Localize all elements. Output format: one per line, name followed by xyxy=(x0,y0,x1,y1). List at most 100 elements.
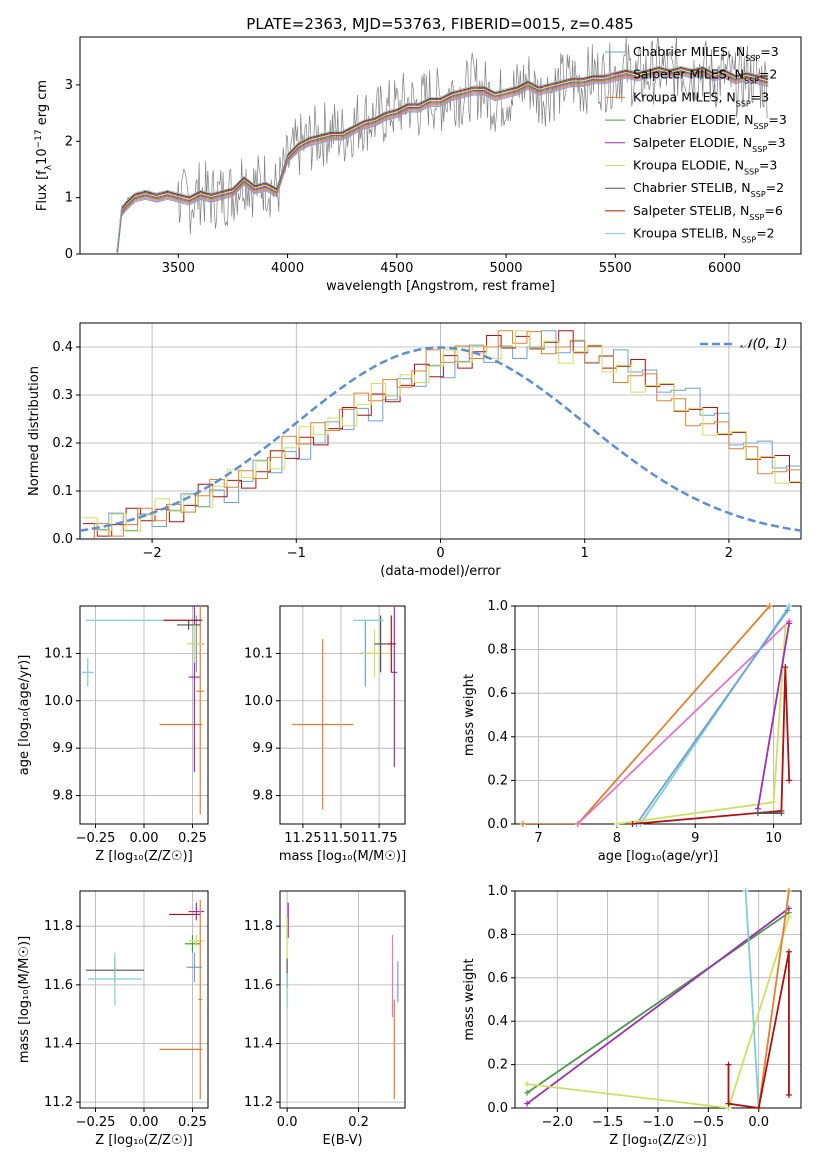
x-tick-label: 11.50 xyxy=(322,831,359,846)
y-tick-label: 10.0 xyxy=(244,694,273,709)
mass-weight-line xyxy=(526,907,790,1105)
plus-marker xyxy=(786,603,793,609)
ylabel-part: Flux [f xyxy=(35,170,50,211)
massweight_vs_Z-axes: −2.0 −1.5 −1.0 −0.5 0.0 0.0 0.2 0.4 0.6 0.8 1.0 Z [… xyxy=(462,884,802,1148)
ylabel-part: λ xyxy=(44,164,54,170)
y-tick-label: 9.8 xyxy=(52,789,73,804)
massweight_vs_Z-ylabel: mass weight xyxy=(462,958,477,1040)
model-spectrum-line xyxy=(116,68,769,252)
y-tick-label: 10.0 xyxy=(44,694,73,709)
legend-count: =3 xyxy=(760,44,778,59)
residuals-xlabel: (data-model)/error xyxy=(380,564,501,579)
legend-count: =2 xyxy=(766,180,784,195)
age_vs_Z-xlabel: Z [log₁₀(Z/Z☉)] xyxy=(95,849,192,864)
mass_vs_EBV-frame xyxy=(279,890,406,1109)
ylabel-part: 10 xyxy=(35,148,50,165)
mass-weight-line xyxy=(744,891,760,1108)
x-tick-label: 0.25 xyxy=(178,831,207,846)
y-tick-label: 0.0 xyxy=(52,532,73,547)
legend-entry: Salpeter MILES, NSSP=2 xyxy=(633,67,777,86)
y-tick-label: 0.0 xyxy=(487,1101,508,1116)
error-bar-point xyxy=(188,934,205,947)
ylabel-part: erg cm xyxy=(35,80,50,129)
error-bar-point xyxy=(188,902,205,921)
mass-weight-line xyxy=(632,666,791,824)
plus-marker xyxy=(770,799,777,806)
plus-marker xyxy=(786,777,793,784)
y-tick-label: 10.1 xyxy=(244,646,273,661)
error-bar-point xyxy=(198,899,203,1100)
model-spectrum-line xyxy=(116,65,769,250)
y-tick-label: 0.6 xyxy=(487,971,508,986)
legend-name: Chabrier ELODIE, N xyxy=(633,112,753,127)
y-tick-label: 9.9 xyxy=(252,741,273,756)
plus-marker xyxy=(778,810,785,817)
model-spectrum-line xyxy=(117,73,769,254)
massweight_vs_Z-xlabel: Z [log₁₀(Z/Z☉)] xyxy=(609,1133,706,1148)
plus-marker xyxy=(574,821,581,827)
y-tick-label: 0.8 xyxy=(487,927,508,942)
massweight_vs_age-frame xyxy=(514,605,802,825)
massweight_vs_age-axes: 7 8 9 10 0.0 0.2 0.4 0.6 0.8 1.0 age [log₁₀(age/yr… xyxy=(462,599,802,864)
x-tick-label: −0.25 xyxy=(76,1115,116,1130)
mass-weight-line xyxy=(757,891,790,1108)
y-tick-label: 0.2 xyxy=(487,773,508,788)
x-tick-label: −0.5 xyxy=(693,1115,725,1130)
legend-count: =3 xyxy=(751,89,769,104)
legend-count: =3 xyxy=(768,112,786,127)
legend-entry: Kroupa ELODIE, NSSP=3 xyxy=(633,158,777,177)
legend-entry: Kroupa STELIB, NSSP=2 xyxy=(633,226,775,245)
legend-count: =6 xyxy=(764,203,782,218)
histogram-series xyxy=(93,330,801,539)
y-tick-label: 11.6 xyxy=(244,978,273,993)
legend-entry: Salpeter STELIB, NSSP=6 xyxy=(633,203,783,222)
legend-name: Chabrier STELIB, N xyxy=(633,180,751,195)
error-bar-point xyxy=(362,629,387,678)
x-tick-label: 0.00 xyxy=(130,1115,159,1130)
x-tick-label: 0.25 xyxy=(178,1115,207,1130)
x-tick-label: 3500 xyxy=(162,261,195,276)
chart-panels: 3500 4000 4500 5000 5500 6000 0 1 2 3 wavelength [… xyxy=(17,36,802,1148)
legend-name: Kroupa ELODIE, N xyxy=(633,158,744,173)
plus-marker xyxy=(742,888,749,894)
mass_vs_Z-xlabel: Z [log₁₀(Z/Z☉)] xyxy=(95,1133,192,1148)
plus-marker xyxy=(786,620,793,627)
legend-name: Salpeter ELODIE, N xyxy=(633,135,752,150)
mass-weight-line xyxy=(577,620,790,824)
age_vs_Z-axes: −0.25 0.00 0.25 9.8 9.9 10.0 10.1 Z [log₁₀(Z/Z☉… xyxy=(17,605,209,864)
observed-spectrum xyxy=(116,37,768,254)
massweight_vs_age-xlabel: age [log₁₀(age/yr)] xyxy=(598,849,719,864)
legend-entry: Chabrier MILES, NSSP=3 xyxy=(633,44,779,63)
model-spectrum-line xyxy=(116,66,769,251)
legend-sub: SSP xyxy=(744,167,759,176)
spectrum-ylabel: Flux [fλ10−17 erg cm xyxy=(34,80,54,211)
legend-sub: SSP xyxy=(744,76,759,85)
plus-marker xyxy=(785,888,792,894)
y-tick-label: 0.2 xyxy=(52,436,73,451)
plus-marker xyxy=(782,664,789,671)
y-tick-label: 0.4 xyxy=(487,730,508,745)
legend-entry: Kroupa MILES, NSSP=3 xyxy=(633,89,769,108)
legend-entry: Salpeter ELODIE, NSSP=3 xyxy=(633,135,786,154)
error-bar-point xyxy=(81,658,94,687)
legend-sub: SSP xyxy=(736,99,751,108)
residuals-axes: −2 −1 0 1 2 0.0 0.1 0.2 0.3 0.4 (data-model)/error… xyxy=(27,322,802,579)
x-tick-label: 5000 xyxy=(489,261,522,276)
y-tick-label: 0.6 xyxy=(487,686,508,701)
x-tick-label: 11.75 xyxy=(360,831,397,846)
y-tick-label: 11.8 xyxy=(44,919,73,934)
x-tick-label: 0 xyxy=(436,546,444,561)
x-tick-label: 2 xyxy=(725,546,733,561)
legend-count: =3 xyxy=(759,158,777,173)
y-tick-label: 11.2 xyxy=(244,1095,273,1110)
residuals-ylabel: Normed distribution xyxy=(27,366,42,496)
error-bar-point xyxy=(292,639,354,810)
plus-marker xyxy=(785,914,792,921)
y-tick-label: 2 xyxy=(65,134,73,149)
figure-title: PLATE=2363, MJD=53763, FIBERID=0015, z=0… xyxy=(246,15,633,33)
y-tick-label: 0.2 xyxy=(487,1058,508,1073)
x-tick-label: 10 xyxy=(765,831,782,846)
plus-marker xyxy=(782,624,789,631)
model-spectrum-line xyxy=(116,71,769,254)
